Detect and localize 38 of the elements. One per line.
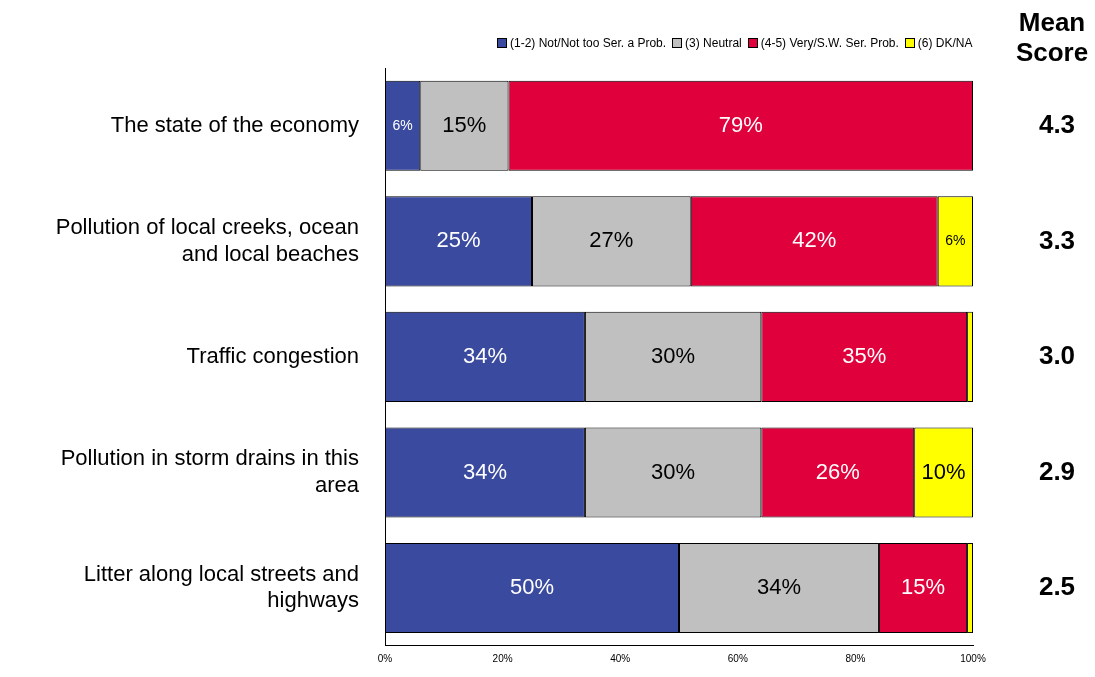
y-tick-label: Traffic congestion bbox=[186, 342, 359, 368]
text: (4-5) Very/S.W. Ser. Prob. bbox=[760, 36, 899, 50]
text: 4.3 bbox=[1038, 108, 1076, 139]
y-tick-label: The state of the economy bbox=[110, 111, 359, 137]
data-label: 34% bbox=[756, 574, 801, 600]
y-tick-label: Litter along local streets and highways bbox=[83, 560, 359, 613]
text: Mean Score bbox=[1015, 7, 1089, 68]
text: 2.9 bbox=[1038, 455, 1076, 486]
x-tick-label: 0% bbox=[377, 652, 393, 664]
data-label: 25% bbox=[436, 227, 481, 253]
x-tick-label: 20% bbox=[492, 652, 513, 664]
text: 2.5 bbox=[1038, 571, 1076, 602]
legend-label: (6) DK/NA bbox=[917, 36, 973, 50]
data-label: 26% bbox=[815, 458, 860, 484]
data-label: 30% bbox=[651, 458, 696, 484]
x-tick-label: 60% bbox=[727, 652, 748, 664]
data-label: 35% bbox=[842, 342, 887, 368]
text: 3.0 bbox=[1038, 340, 1076, 371]
data-label: 79% bbox=[718, 111, 763, 137]
data-label: 42% bbox=[792, 227, 837, 253]
x-tick-label: 80% bbox=[845, 652, 866, 664]
data-label: 50% bbox=[509, 574, 555, 600]
data-label: 30% bbox=[651, 342, 696, 368]
y-tick-label: Pollution in storm drains in this area bbox=[60, 445, 360, 497]
legend-label: (3) Neutral bbox=[685, 36, 742, 50]
x-tick-label: 40% bbox=[610, 652, 631, 664]
text: 3.3 bbox=[1038, 224, 1076, 255]
data-label: 34% bbox=[462, 458, 507, 484]
data-label: 34% bbox=[462, 342, 507, 368]
data-label: 6% bbox=[945, 232, 966, 249]
data-label: 6% bbox=[392, 116, 413, 133]
data-label: 27% bbox=[589, 227, 634, 253]
x-tick-label: 100% bbox=[960, 652, 986, 664]
y-tick-label: Pollution of local creeks, ocean and local beaches bbox=[55, 214, 359, 266]
data-label: 15% bbox=[901, 574, 946, 600]
data-label: 15% bbox=[442, 111, 487, 137]
data-label: 10% bbox=[921, 458, 966, 484]
legend-label: (1-2) Not/Not too Ser. a Prob. bbox=[510, 36, 667, 50]
